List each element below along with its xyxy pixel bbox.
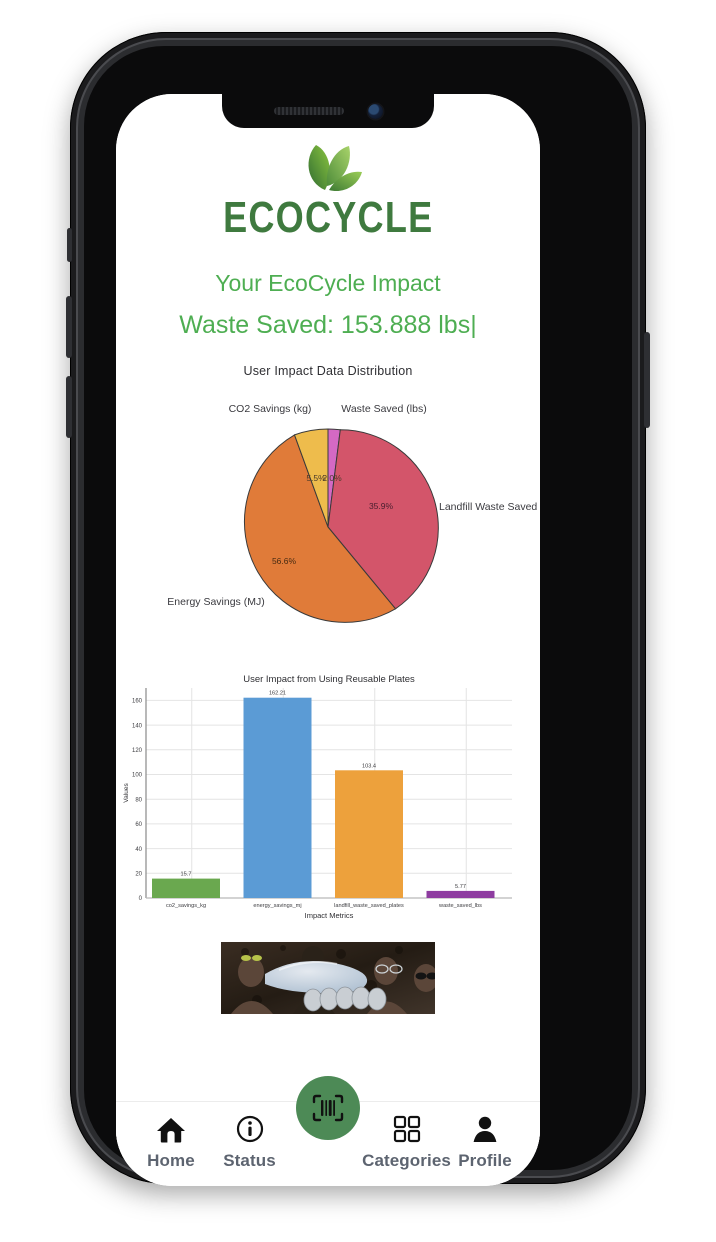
bar-value-co2-savings-kg: 15.7 — [181, 872, 192, 878]
impact-photo — [221, 942, 435, 1014]
pie-slice-co2-savings — [293, 428, 329, 528]
speaker-grille-icon — [273, 107, 344, 115]
y-tick-80: 80 — [135, 797, 142, 803]
pie-label-waste-saved: Waste Saved (lbs) — [341, 403, 426, 415]
bar-value-energy-savings-mj: 162.21 — [269, 691, 286, 697]
volume-up-button[interactable] — [66, 296, 72, 358]
info-circle-icon — [236, 1114, 264, 1144]
bar-y-tick-labels: 0 20 40 60 80 100 120 140 160 — [132, 699, 143, 902]
nav-item-profile[interactable]: Profile — [448, 1114, 522, 1171]
pie-chart: User Impact Data Distribution — [116, 358, 540, 658]
x-tick-waste-saved-lbs: waste_saved_lbs — [438, 903, 482, 909]
bar-x-axis-label: Impact Metrics — [305, 911, 354, 920]
pie-percent-co2-savings: 5.5% — [306, 473, 326, 483]
bottom-navigation-bar: Home Status — [116, 1076, 540, 1186]
pie-label-landfill-waste-saved: Landfill Waste Saved (plates) — [439, 501, 540, 513]
nav-label-profile: Profile — [458, 1151, 512, 1170]
app-logo: ECOCYCLE — [116, 140, 540, 240]
pie-percent-waste-saved: 2.0% — [322, 473, 342, 483]
power-button[interactable] — [644, 332, 650, 428]
impact-title: Your EcoCycle Impact — [215, 270, 441, 296]
home-icon — [156, 1114, 186, 1144]
bar-waste-saved-lbs — [426, 890, 495, 898]
pie-chart-title: User Impact Data Distribution — [243, 364, 413, 378]
barcode-scan-icon — [312, 1094, 344, 1122]
waste-saved-text: Waste Saved: 153.888 lbs — [179, 311, 471, 339]
y-tick-60: 60 — [135, 822, 142, 828]
pie-label-co2-savings: CO2 Savings (kg) — [229, 403, 312, 415]
text-caret: | — [470, 311, 477, 339]
front-camera-icon — [367, 103, 383, 119]
y-tick-0: 0 — [139, 896, 143, 902]
bar-value-landfill-waste: 103.4 — [362, 763, 376, 769]
app-scroll-area[interactable]: ECOCYCLE Your EcoCycle Impact Waste Save… — [116, 94, 540, 1102]
bar-value-waste-saved-lbs: 5.77 — [455, 884, 466, 890]
phone-screen: ECOCYCLE Your EcoCycle Impact Waste Save… — [116, 94, 540, 1186]
nav-item-home[interactable]: Home — [134, 1114, 208, 1171]
bar-energy-savings-mj — [243, 697, 312, 898]
y-tick-40: 40 — [135, 847, 142, 853]
impact-photo-svg — [221, 942, 435, 1014]
nav-label-home: Home — [147, 1151, 195, 1170]
nav-label-status: Status — [223, 1151, 276, 1170]
bar-co2-savings-kg — [152, 878, 220, 898]
bar-plot-background — [146, 688, 512, 898]
y-tick-100: 100 — [132, 773, 143, 779]
ecocycle-app: ECOCYCLE Your EcoCycle Impact Waste Save… — [116, 94, 540, 1186]
y-tick-160: 160 — [132, 699, 143, 705]
grid-squares-icon — [393, 1114, 421, 1144]
bar-x-tick-labels: co2_savings_kg energy_savings_mj landfil… — [166, 903, 482, 909]
bar-grid-horizontal — [146, 699, 512, 874]
phone-device-frame: ECOCYCLE Your EcoCycle Impact Waste Save… — [66, 32, 650, 1186]
bar-chart: User Impact from Using Reusable Plates — [116, 666, 540, 936]
barcode-scan-button[interactable] — [296, 1076, 360, 1140]
device-notch — [222, 94, 434, 128]
brand-name: ECOCYCLE — [222, 193, 434, 242]
pie-percent-landfill-waste-saved: 35.9% — [369, 501, 394, 511]
pie-slice-energy-savings — [243, 434, 397, 623]
waste-saved-value: Waste Saved: 153.888 lbs| — [116, 311, 540, 340]
silent-switch-button[interactable] — [67, 228, 72, 262]
y-tick-140: 140 — [132, 723, 143, 729]
pie-chart-svg: CO2 Savings (kg) Waste Saved (lbs) Landf… — [167, 403, 540, 623]
x-tick-co2-savings-kg: co2_savings_kg — [166, 903, 206, 909]
bar-landfill-waste-saved-plates — [335, 770, 403, 898]
y-tick-120: 120 — [132, 748, 143, 754]
bar-value-labels: 15.7 162.21 103.4 5.77 — [181, 691, 466, 890]
bar-y-axis-label: Values — [123, 783, 130, 803]
leaf-logo-icon — [308, 145, 362, 192]
nav-label-categories: Categories — [362, 1151, 451, 1170]
x-tick-landfill-waste: landfill_waste_saved_plates — [334, 903, 404, 909]
y-tick-20: 20 — [135, 872, 142, 878]
pie-label-energy-savings: Energy Savings (MJ) — [167, 596, 264, 608]
pie-slice-landfill-waste-saved — [327, 429, 439, 610]
bar-chart-svg: User Impact from Using Reusable Plates — [123, 674, 512, 920]
x-tick-energy-savings-mj: energy_savings_mj — [253, 903, 301, 909]
person-icon — [471, 1114, 499, 1144]
bar-chart-title: User Impact from Using Reusable Plates — [243, 674, 415, 685]
volume-down-button[interactable] — [66, 376, 72, 438]
nav-item-categories[interactable]: Categories — [362, 1114, 451, 1171]
pie-percent-energy-savings: 56.6% — [272, 556, 297, 566]
nav-item-status[interactable]: Status — [213, 1114, 287, 1171]
